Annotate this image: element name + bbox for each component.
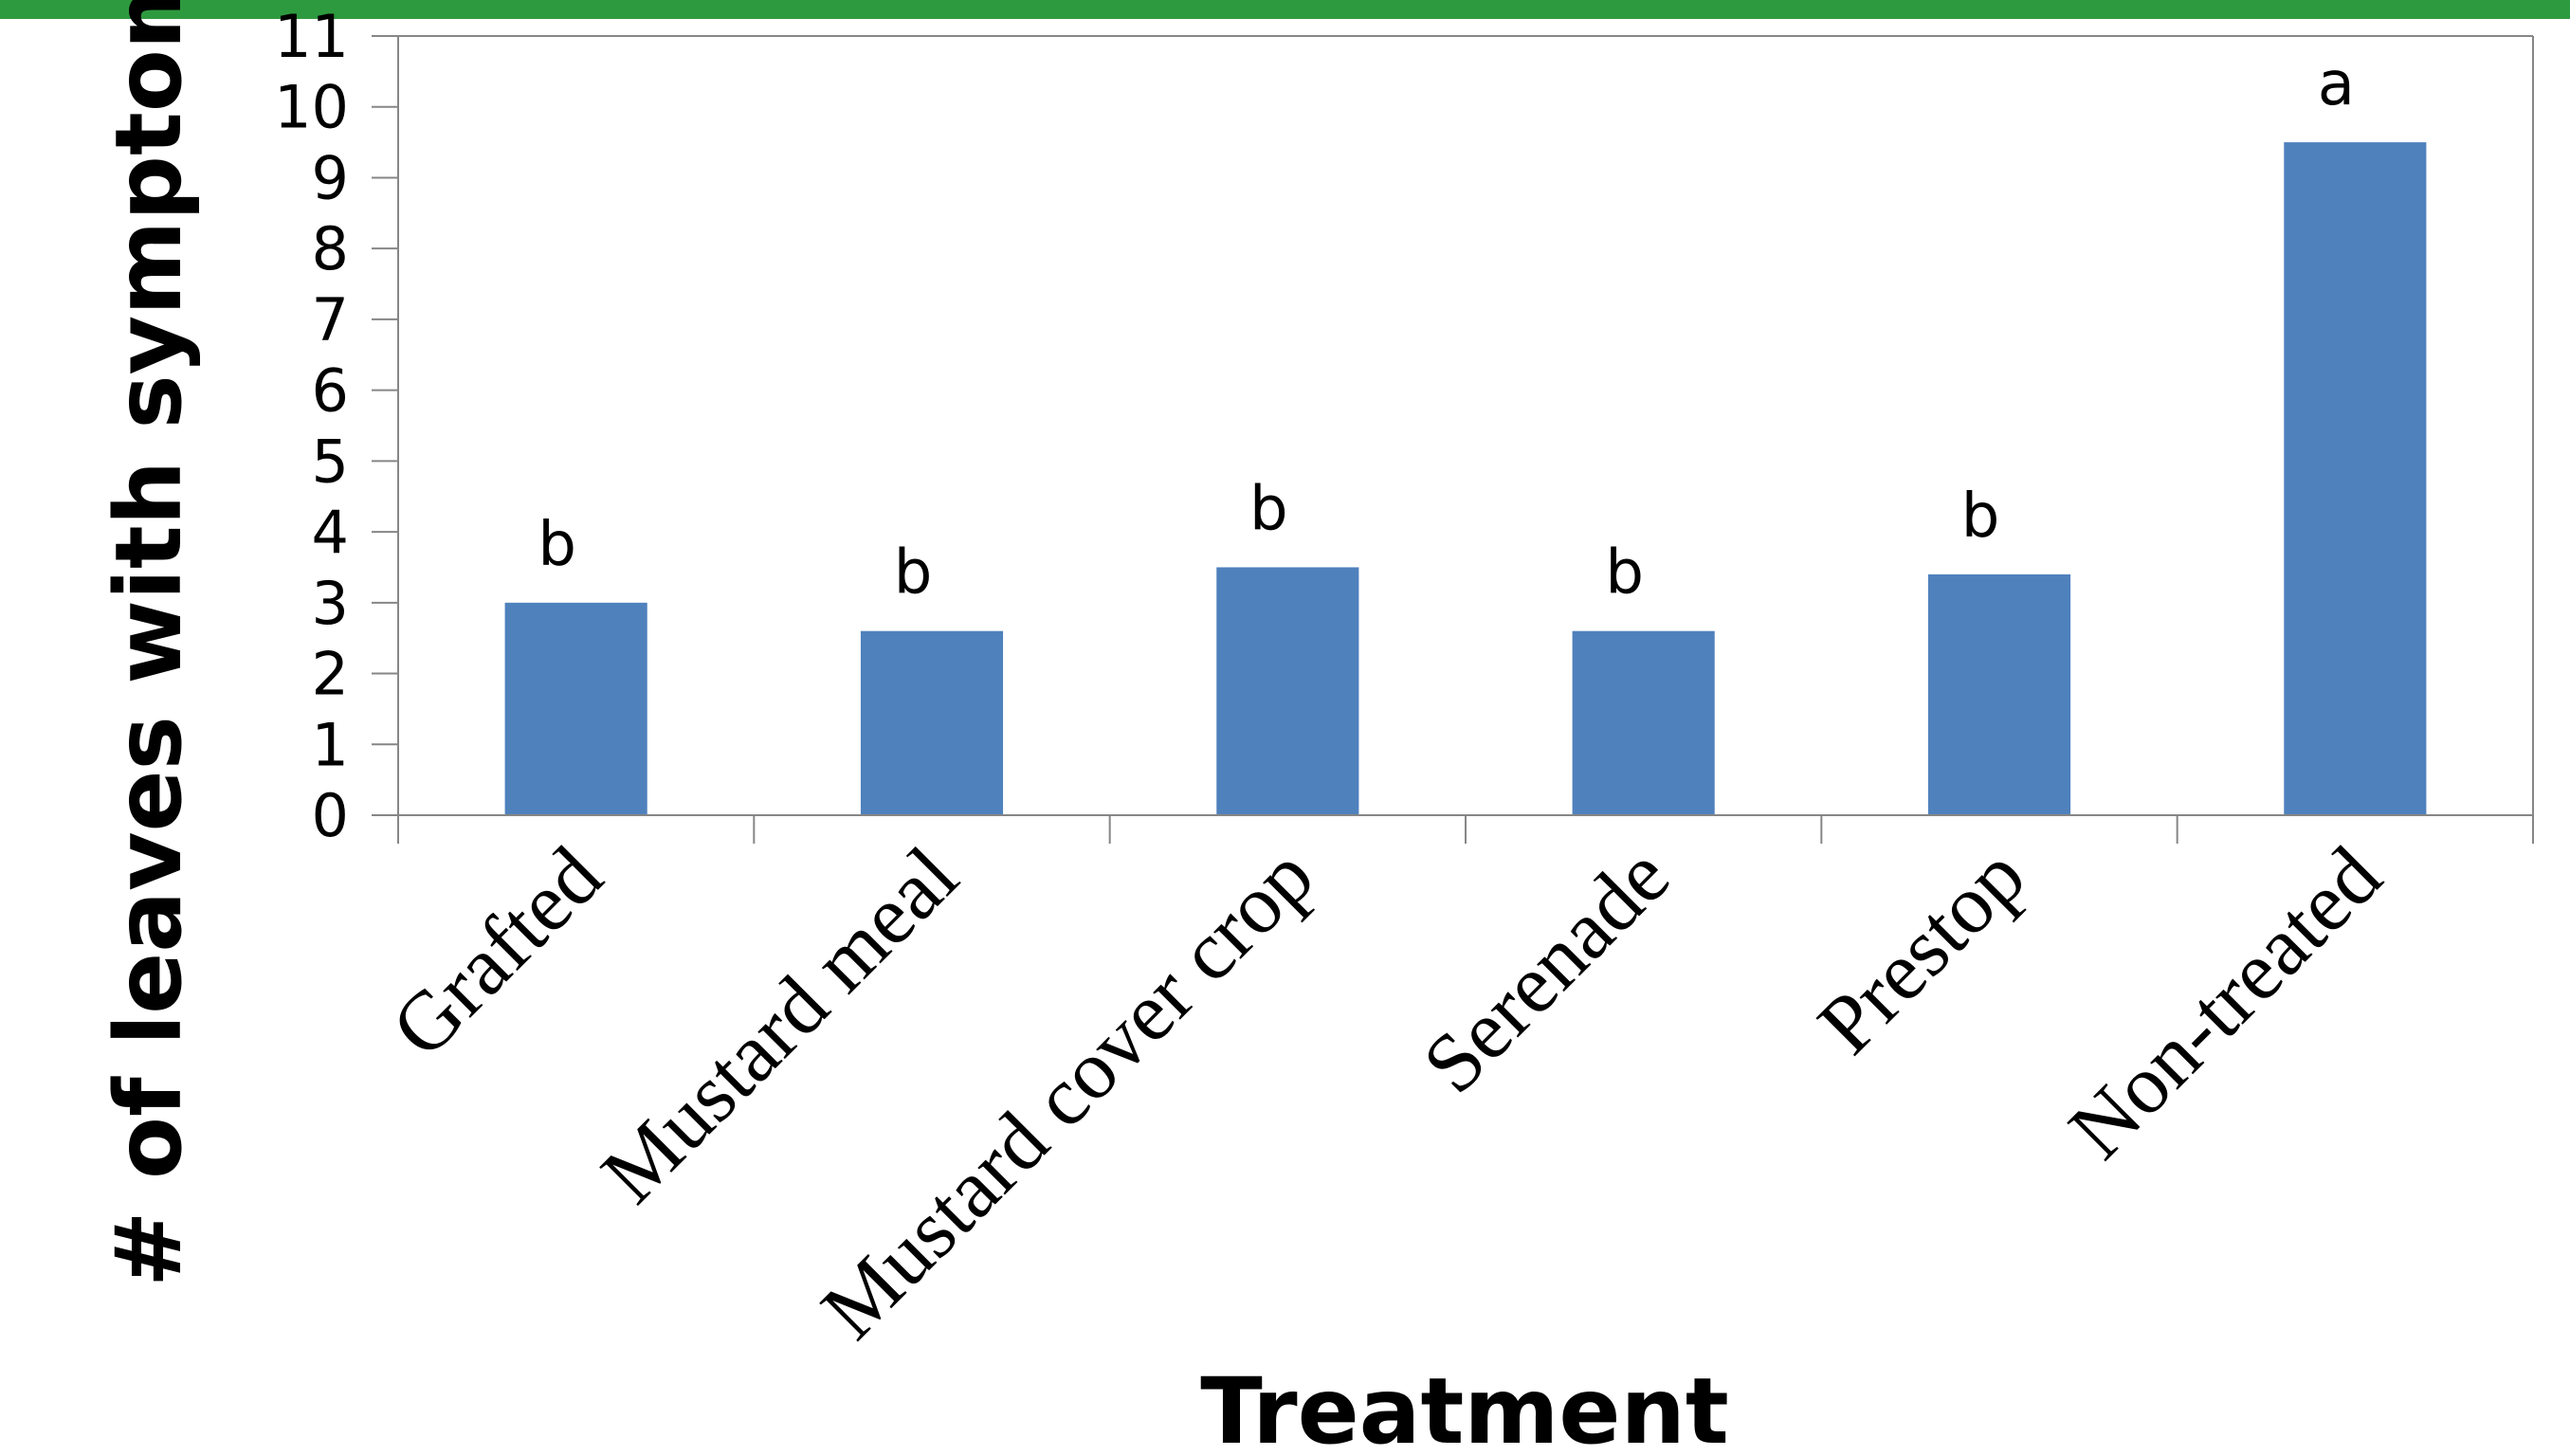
y-tick-label: 1: [312, 710, 349, 779]
category-label: Prestop: [1801, 830, 2043, 1072]
y-tick-label: 2: [312, 640, 349, 709]
bar: [2284, 142, 2427, 815]
y-tick-label: 5: [312, 427, 349, 496]
top-color-band: [0, 0, 2570, 19]
y-tick-label: 10: [274, 73, 349, 142]
axes: [397, 35, 2534, 816]
significance-letter: a: [2318, 49, 2355, 119]
category-label: Serenade: [1406, 830, 1687, 1112]
category-label: Mustard meal: [585, 830, 975, 1221]
x-axis-title: Treatment: [1200, 1358, 1728, 1456]
y-axis-title: # of leaves with symptom: [96, 0, 202, 1287]
bar: [1216, 567, 1359, 815]
significance-letter: b: [1961, 482, 2000, 552]
significance-letters: b b b b b a: [538, 49, 2355, 609]
category-label: Non-treated: [2052, 830, 2399, 1177]
significance-letter: b: [538, 510, 576, 580]
y-tick-label: 6: [312, 356, 349, 426]
bar: [504, 602, 647, 815]
significance-letter: b: [1249, 474, 1288, 544]
y-tick-label: 3: [312, 569, 349, 638]
x-axis-ticks: [397, 815, 2534, 844]
significance-letter: b: [894, 538, 933, 609]
significance-letter: b: [1605, 538, 1644, 609]
y-tick-label: 7: [312, 285, 349, 355]
y-tick-label: 11: [274, 2, 349, 71]
y-tick-label: 8: [312, 214, 349, 283]
bar: [860, 630, 1004, 815]
y-tick-label: 4: [312, 498, 349, 567]
category-label: Grafted: [374, 830, 620, 1076]
bar: [1927, 573, 2071, 815]
bar: [1572, 630, 1715, 815]
bars: [504, 142, 2427, 815]
y-tick-label: 9: [312, 143, 349, 212]
y-tick-label: 0: [312, 781, 349, 850]
